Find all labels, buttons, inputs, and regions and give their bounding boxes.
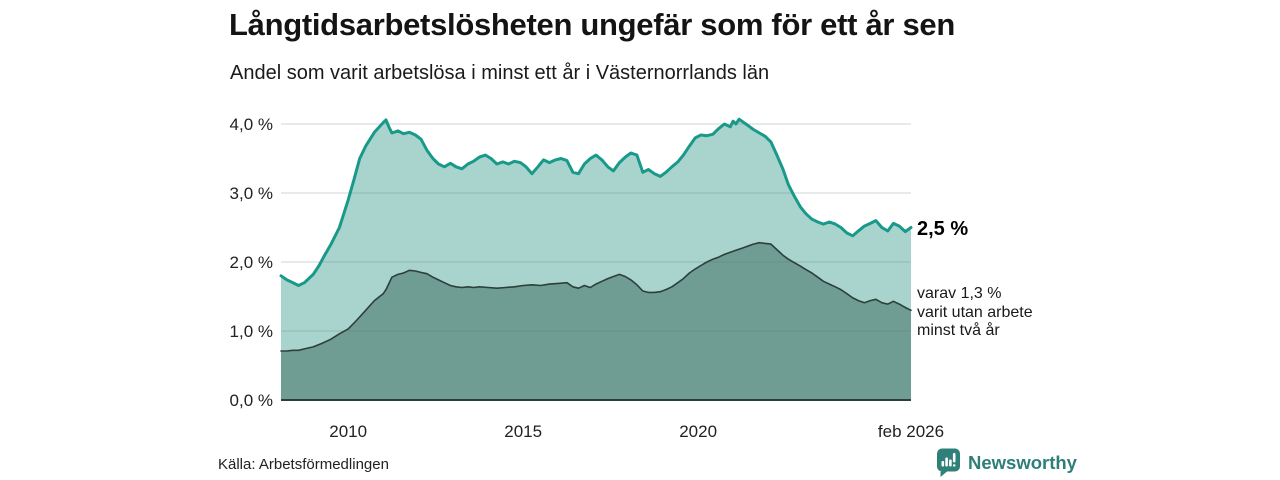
x-tick-label: 2010 bbox=[329, 422, 367, 441]
source-note: Källa: Arbetsförmedlingen bbox=[218, 456, 389, 473]
x-tick-label: feb 2026 bbox=[878, 422, 944, 441]
newsworthy-bubble-chart-icon bbox=[936, 448, 961, 478]
y-tick-label: 2,0 % bbox=[230, 253, 273, 272]
page-title: Långtidsarbetslösheten ungefär som för e… bbox=[229, 7, 956, 42]
page-subtitle: Andel som varit arbetslösa i minst ett å… bbox=[230, 62, 770, 84]
area-fill-0 bbox=[281, 119, 911, 400]
y-tick-label: 4,0 % bbox=[230, 115, 273, 134]
area-fill-1 bbox=[281, 242, 911, 400]
y-tick-label: 1,0 % bbox=[230, 322, 273, 341]
newsworthy-logo[interactable]: Newsworthy bbox=[936, 448, 1077, 478]
series-line-0 bbox=[279, 117, 913, 287]
y-tick-label: 3,0 % bbox=[230, 184, 273, 203]
y-tick-label: 0,0 % bbox=[230, 391, 273, 410]
x-tick-label: 2020 bbox=[679, 422, 717, 441]
newsworthy-wordmark: Newsworthy bbox=[968, 452, 1077, 473]
series-breakdown-label: varav 1,3 % varit utan arbete minst två … bbox=[917, 285, 1033, 339]
series-line-1 bbox=[280, 241, 912, 352]
series-end-value-label: 2,5 % bbox=[917, 218, 969, 240]
x-tick-label: 2015 bbox=[504, 422, 542, 441]
